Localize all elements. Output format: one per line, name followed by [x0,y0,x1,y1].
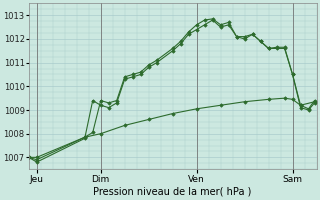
X-axis label: Pression niveau de la mer( hPa ): Pression niveau de la mer( hPa ) [93,187,252,197]
